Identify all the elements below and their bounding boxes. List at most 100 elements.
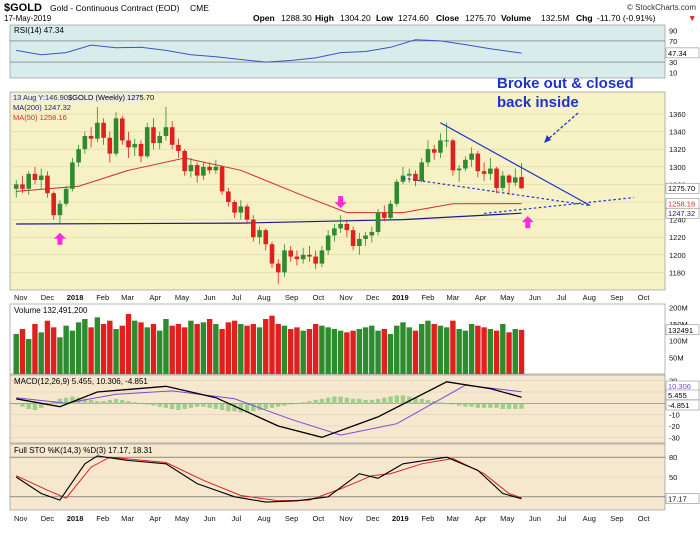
low-value: 1274.60: [398, 13, 429, 23]
candle-body: [226, 191, 231, 202]
volume-bar: [375, 330, 381, 374]
macd-line: [16, 381, 522, 438]
macd-histogram-bar: [257, 403, 262, 411]
macd-histogram-bar: [469, 403, 474, 407]
month-axis-bottom-label: May: [500, 514, 514, 523]
month-axis-top-label: Aug: [583, 293, 596, 302]
macd-histogram-bar: [226, 403, 231, 412]
rsi-tick-label: 30: [669, 58, 677, 67]
macd-histogram-bar: [269, 403, 275, 408]
month-axis-top-label: Apr: [475, 293, 487, 302]
candle-body: [375, 212, 381, 232]
volume-bar: [100, 324, 107, 374]
macd-histogram-bar: [407, 396, 412, 404]
month-axis-top-label: Feb: [96, 293, 109, 302]
macd-histogram-bar: [456, 403, 462, 406]
candle-body: [500, 175, 506, 188]
macd-histogram-bar: [169, 403, 175, 409]
ma50-last-label: 1258.16: [668, 200, 695, 209]
volume-bar: [443, 327, 450, 374]
candle-body: [107, 137, 113, 154]
open-label: Open: [253, 13, 275, 23]
stochastic-title: Full STO %K(14,3) %D(3) 17.17, 18.31: [14, 446, 153, 455]
volume-bar: [431, 324, 437, 374]
macd-histogram-bar: [38, 403, 44, 408]
month-axis-bottom-label: Aug: [583, 514, 596, 523]
candle-body: [70, 162, 75, 189]
candle-body: [481, 171, 487, 174]
candle-body: [357, 238, 362, 246]
volume-bar: [213, 324, 219, 374]
candle-body: [169, 127, 175, 145]
rsi-last-value-box: [665, 47, 700, 59]
volume-bar: [44, 320, 51, 374]
macd-histogram-bar: [413, 397, 418, 404]
candle-body: [444, 140, 449, 142]
macd-histogram-bar: [519, 403, 524, 409]
macd-histogram-bar: [194, 403, 200, 407]
macd-histogram-bar: [20, 403, 25, 407]
volume-bar: [63, 325, 69, 374]
volume-bar: [94, 317, 101, 374]
volume-bar: [312, 324, 319, 374]
month-axis-top-label: Dec: [366, 293, 380, 302]
candle-body: [300, 254, 306, 260]
macd-histogram-bar: [338, 396, 343, 404]
candle-body: [338, 224, 343, 229]
volume-bar: [412, 330, 419, 374]
candle-body: [144, 127, 150, 157]
macd-histogram-bar: [32, 403, 38, 411]
macd-histogram-bar: [388, 396, 393, 404]
macd-histogram-bar: [14, 403, 19, 405]
volume-panel: [9, 303, 666, 375]
price-panel: [9, 91, 666, 291]
macd-histogram-bar: [494, 403, 499, 408]
ma200-legend: MA(200) 1247.32: [13, 103, 71, 112]
candle-body: [269, 244, 275, 264]
month-axis-top-label: Nov: [339, 293, 353, 302]
candle-body: [506, 175, 512, 183]
candle-body: [57, 203, 63, 216]
price-tick-label: 1180: [669, 268, 685, 277]
trendline-3: [484, 197, 634, 215]
macd-histogram-bar: [107, 399, 113, 404]
volume-bar: [132, 320, 138, 374]
rsi-panel: [9, 24, 666, 79]
candle-body: [494, 168, 499, 188]
volume-bar: [32, 324, 38, 374]
candle-body: [519, 177, 524, 189]
month-axis-bottom-label: Apr: [149, 514, 161, 523]
month-axis-bottom-label: Oct: [313, 514, 326, 523]
volume-bar: [188, 320, 194, 374]
volume-bar: [512, 329, 518, 374]
volume-bar: [38, 332, 44, 374]
price-last-label: 1275.70: [668, 184, 695, 193]
volume-bar: [300, 330, 306, 374]
month-axis-top-label: Oct: [313, 293, 326, 302]
candle-body: [63, 188, 69, 204]
macd-histogram-bar: [238, 403, 244, 413]
month-axis-bottom-label: Feb: [421, 514, 434, 523]
volume-bar: [425, 320, 431, 374]
volume-bar: [325, 327, 331, 374]
candle-body: [13, 184, 19, 189]
macd-histogram-bar: [350, 398, 356, 404]
volume-bar: [250, 324, 256, 374]
annotation-arrow-icon: [544, 135, 551, 143]
volume-bar: [356, 329, 363, 374]
volume-title: Volume 132,491,200: [14, 306, 88, 315]
volume-bar: [518, 329, 525, 374]
candle-body: [388, 203, 393, 218]
macd-histogram-bar: [263, 403, 268, 409]
chg-label: Chg: [576, 13, 593, 23]
price-legend-top: 13 Aug Y:146.90: [13, 93, 68, 102]
volume-bar: [194, 324, 200, 374]
candle-body: [350, 230, 356, 246]
candle-body: [157, 136, 163, 144]
volume-bar: [387, 334, 394, 374]
macd-histogram-bar: [138, 403, 144, 404]
volume-value: 132.5M: [541, 13, 569, 23]
macd-histogram-bar: [157, 403, 162, 407]
macd-histogram-bar: [282, 403, 287, 406]
macd-histogram-bar: [400, 395, 406, 404]
